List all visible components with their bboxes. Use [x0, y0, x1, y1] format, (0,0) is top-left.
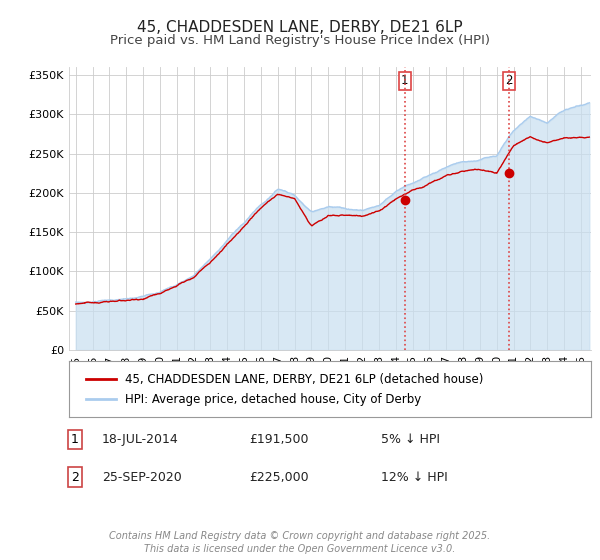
Text: 5% ↓ HPI: 5% ↓ HPI — [381, 433, 440, 446]
Text: 45, CHADDESDEN LANE, DERBY, DE21 6LP: 45, CHADDESDEN LANE, DERBY, DE21 6LP — [137, 20, 463, 35]
Text: £191,500: £191,500 — [249, 433, 308, 446]
Text: Price paid vs. HM Land Registry's House Price Index (HPI): Price paid vs. HM Land Registry's House … — [110, 34, 490, 46]
Legend: 45, CHADDESDEN LANE, DERBY, DE21 6LP (detached house), HPI: Average price, detac: 45, CHADDESDEN LANE, DERBY, DE21 6LP (de… — [80, 367, 489, 412]
Text: 18-JUL-2014: 18-JUL-2014 — [102, 433, 179, 446]
Text: 25-SEP-2020: 25-SEP-2020 — [102, 470, 182, 484]
Text: Contains HM Land Registry data © Crown copyright and database right 2025.
This d: Contains HM Land Registry data © Crown c… — [109, 531, 491, 554]
Text: 2: 2 — [71, 470, 79, 484]
Text: 1: 1 — [71, 433, 79, 446]
Text: 2: 2 — [505, 74, 513, 87]
Text: 12% ↓ HPI: 12% ↓ HPI — [381, 470, 448, 484]
Text: £225,000: £225,000 — [249, 470, 308, 484]
Text: 1: 1 — [401, 74, 409, 87]
